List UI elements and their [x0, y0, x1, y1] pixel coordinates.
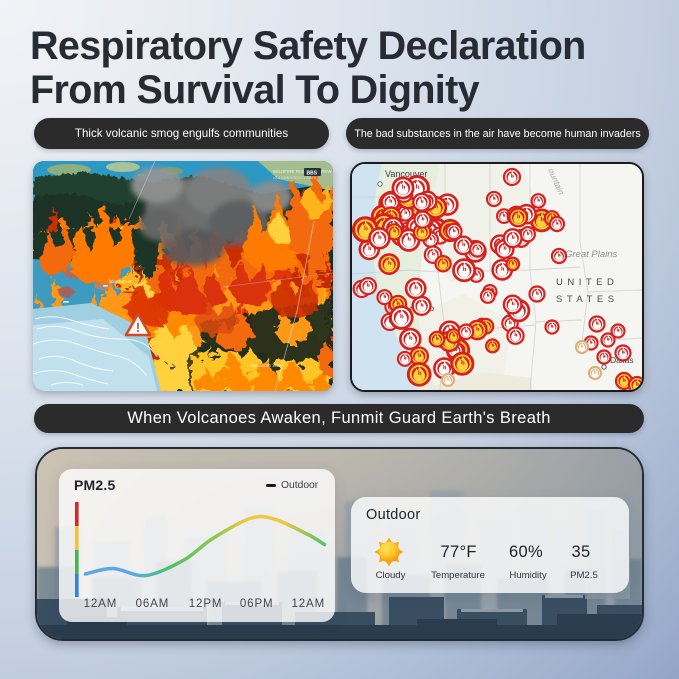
- svg-text:STATES: STATES: [556, 294, 619, 305]
- svg-text:lakeshore rd: lakeshore rd: [109, 279, 133, 284]
- svg-text:UNITED: UNITED: [556, 277, 618, 288]
- svg-text:Vancouver: Vancouver: [385, 169, 427, 179]
- svg-text:WILDFIRE RISK OVERVIEW: WILDFIRE RISK OVERVIEW: [273, 169, 332, 174]
- svg-text:v2.1 EMERGENCY DATA: v2.1 EMERGENCY DATA: [273, 176, 317, 180]
- svg-text:!: !: [136, 320, 140, 335]
- svg-text:BBS: BBS: [307, 171, 318, 177]
- svg-text:Great Plains: Great Plains: [565, 249, 618, 260]
- svg-text:evacuation zone: evacuation zone: [251, 363, 282, 368]
